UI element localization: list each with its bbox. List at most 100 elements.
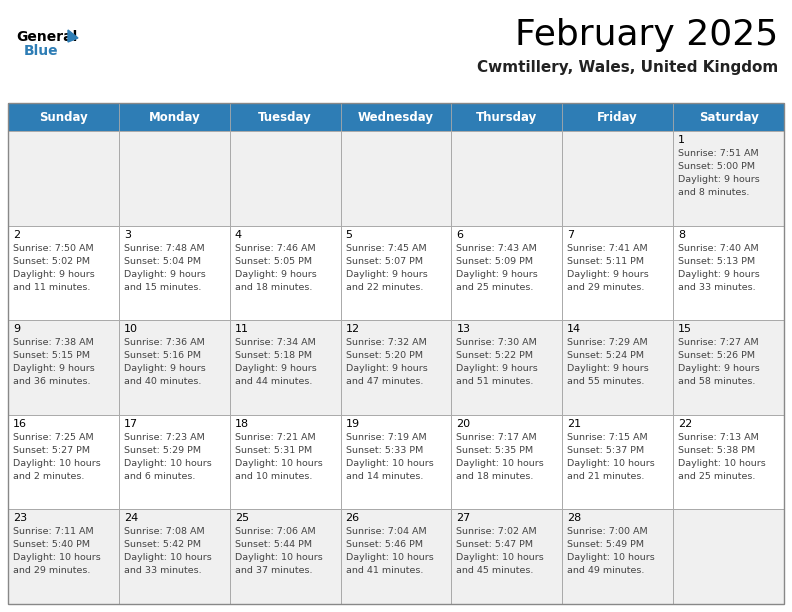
Text: Sunrise: 7:19 AM: Sunrise: 7:19 AM [345,433,426,442]
Text: 12: 12 [345,324,360,334]
Text: General: General [16,30,78,44]
Text: 25: 25 [234,513,249,523]
FancyBboxPatch shape [8,415,119,509]
Text: Daylight: 9 hours: Daylight: 9 hours [234,364,317,373]
Text: 18: 18 [234,419,249,429]
Text: Daylight: 9 hours: Daylight: 9 hours [345,270,428,278]
Text: 11: 11 [234,324,249,334]
Text: and 21 minutes.: and 21 minutes. [567,472,645,481]
Text: 17: 17 [124,419,138,429]
Text: Sunset: 5:13 PM: Sunset: 5:13 PM [678,256,756,266]
Text: Daylight: 9 hours: Daylight: 9 hours [567,270,649,278]
Text: 26: 26 [345,513,360,523]
Text: Sunset: 5:46 PM: Sunset: 5:46 PM [345,540,423,550]
Text: Daylight: 9 hours: Daylight: 9 hours [13,270,95,278]
Text: and 11 minutes.: and 11 minutes. [13,283,90,291]
FancyBboxPatch shape [673,415,784,509]
Text: Tuesday: Tuesday [258,111,312,124]
Text: 2: 2 [13,230,20,240]
Text: Sunrise: 7:43 AM: Sunrise: 7:43 AM [456,244,537,253]
Text: Sunset: 5:16 PM: Sunset: 5:16 PM [124,351,201,360]
Text: Daylight: 10 hours: Daylight: 10 hours [345,553,433,562]
Text: Sunrise: 7:48 AM: Sunrise: 7:48 AM [124,244,204,253]
Text: Sunrise: 7:23 AM: Sunrise: 7:23 AM [124,433,204,442]
Text: Sunrise: 7:02 AM: Sunrise: 7:02 AM [456,528,537,536]
Text: 10: 10 [124,324,138,334]
Text: Sunset: 5:20 PM: Sunset: 5:20 PM [345,351,423,360]
Text: Wednesday: Wednesday [358,111,434,124]
Text: 14: 14 [567,324,581,334]
FancyBboxPatch shape [119,415,230,509]
FancyBboxPatch shape [119,131,230,226]
FancyBboxPatch shape [8,131,119,226]
FancyBboxPatch shape [562,415,673,509]
Text: 21: 21 [567,419,581,429]
Text: Sunset: 5:31 PM: Sunset: 5:31 PM [234,446,312,455]
Text: and 55 minutes.: and 55 minutes. [567,377,645,386]
Text: Daylight: 9 hours: Daylight: 9 hours [13,364,95,373]
Text: February 2025: February 2025 [515,18,778,52]
FancyBboxPatch shape [119,226,230,320]
Text: 15: 15 [678,324,692,334]
Text: and 47 minutes.: and 47 minutes. [345,377,423,386]
Polygon shape [68,30,78,42]
FancyBboxPatch shape [119,320,230,415]
Text: and 18 minutes.: and 18 minutes. [234,283,312,291]
Text: 19: 19 [345,419,360,429]
Text: Sunrise: 7:32 AM: Sunrise: 7:32 AM [345,338,426,347]
Text: Daylight: 9 hours: Daylight: 9 hours [678,175,760,184]
Text: Blue: Blue [24,44,59,58]
Text: Sunset: 5:47 PM: Sunset: 5:47 PM [456,540,534,550]
Text: Sunset: 5:38 PM: Sunset: 5:38 PM [678,446,756,455]
FancyBboxPatch shape [562,226,673,320]
Text: Sunset: 5:42 PM: Sunset: 5:42 PM [124,540,201,550]
Text: Sunrise: 7:17 AM: Sunrise: 7:17 AM [456,433,537,442]
Text: Sunrise: 7:51 AM: Sunrise: 7:51 AM [678,149,759,158]
Text: Sunrise: 7:06 AM: Sunrise: 7:06 AM [234,528,315,536]
Text: 13: 13 [456,324,470,334]
Text: Daylight: 10 hours: Daylight: 10 hours [678,459,766,468]
Text: Daylight: 10 hours: Daylight: 10 hours [567,459,655,468]
FancyBboxPatch shape [230,415,341,509]
Text: Sunset: 5:27 PM: Sunset: 5:27 PM [13,446,90,455]
Text: 27: 27 [456,513,470,523]
Text: 8: 8 [678,230,685,240]
Text: Daylight: 9 hours: Daylight: 9 hours [345,364,428,373]
Text: 5: 5 [345,230,352,240]
Text: Monday: Monday [148,111,200,124]
Text: Sunset: 5:44 PM: Sunset: 5:44 PM [234,540,312,550]
Text: 28: 28 [567,513,581,523]
Text: 23: 23 [13,513,27,523]
Text: Sunrise: 7:45 AM: Sunrise: 7:45 AM [345,244,426,253]
Text: and 44 minutes.: and 44 minutes. [234,377,312,386]
Text: and 49 minutes.: and 49 minutes. [567,566,645,575]
Text: 9: 9 [13,324,20,334]
Text: Sunrise: 7:13 AM: Sunrise: 7:13 AM [678,433,759,442]
Text: Daylight: 9 hours: Daylight: 9 hours [456,364,539,373]
Text: and 58 minutes.: and 58 minutes. [678,377,756,386]
FancyBboxPatch shape [451,509,562,604]
Text: Sunset: 5:05 PM: Sunset: 5:05 PM [234,256,312,266]
Text: Sunrise: 7:27 AM: Sunrise: 7:27 AM [678,338,759,347]
Text: 7: 7 [567,230,574,240]
FancyBboxPatch shape [230,131,341,226]
Text: Sunday: Sunday [39,111,88,124]
Text: Sunset: 5:04 PM: Sunset: 5:04 PM [124,256,201,266]
Text: and 40 minutes.: and 40 minutes. [124,377,201,386]
FancyBboxPatch shape [451,415,562,509]
Text: Daylight: 10 hours: Daylight: 10 hours [124,459,211,468]
FancyBboxPatch shape [451,320,562,415]
Text: and 29 minutes.: and 29 minutes. [567,283,645,291]
Text: 16: 16 [13,419,27,429]
Text: Thursday: Thursday [476,111,538,124]
Text: Daylight: 10 hours: Daylight: 10 hours [567,553,655,562]
Text: Sunrise: 7:00 AM: Sunrise: 7:00 AM [567,528,648,536]
FancyBboxPatch shape [562,320,673,415]
Text: Daylight: 10 hours: Daylight: 10 hours [234,459,322,468]
Text: Sunset: 5:00 PM: Sunset: 5:00 PM [678,162,755,171]
FancyBboxPatch shape [8,226,119,320]
Text: Saturday: Saturday [699,111,759,124]
FancyBboxPatch shape [451,131,562,226]
Text: and 25 minutes.: and 25 minutes. [456,283,534,291]
FancyBboxPatch shape [230,226,341,320]
